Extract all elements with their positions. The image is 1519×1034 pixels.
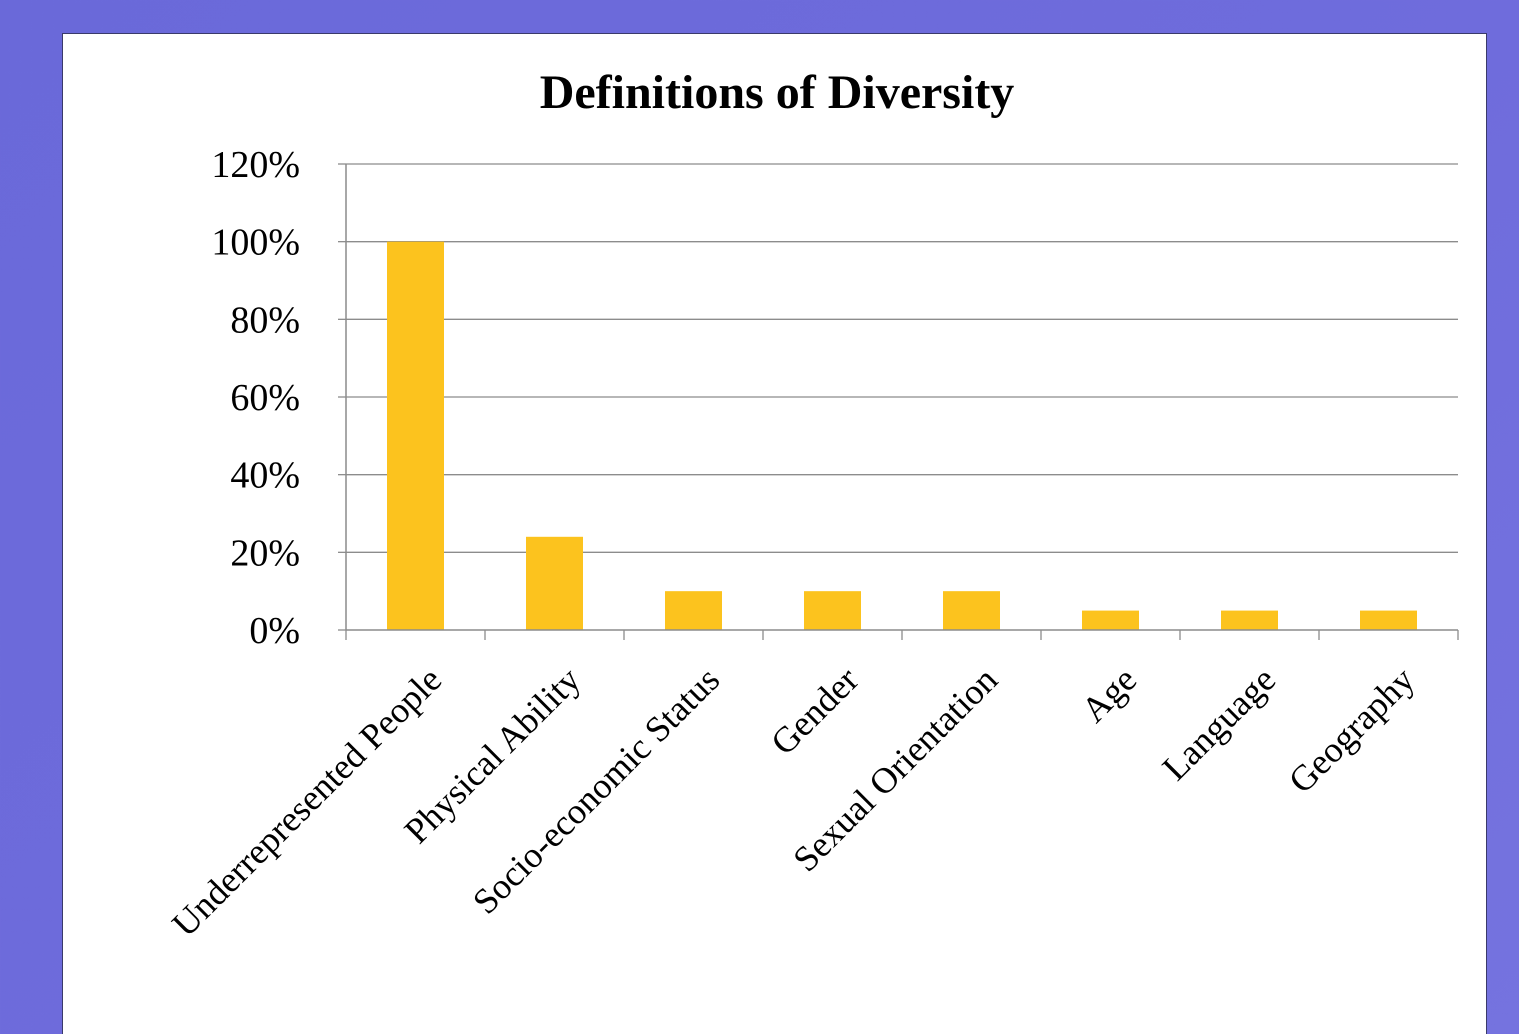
- x-category-label: Gender: [763, 659, 866, 762]
- bar: [804, 591, 861, 630]
- x-category-label: Language: [1155, 659, 1284, 788]
- x-category-label: Geography: [1281, 659, 1422, 800]
- bar: [1360, 610, 1417, 630]
- y-tick-label: 20%: [230, 532, 300, 574]
- chart-title: Definitions of Diversity: [540, 66, 1015, 119]
- bar: [943, 591, 1000, 630]
- y-axis-tick-labels: 0% 20% 40% 60% 80% 100% 120%: [211, 144, 300, 652]
- y-tick-label: 100%: [211, 222, 300, 264]
- bar: [1082, 610, 1139, 630]
- chart-panel: [62, 33, 1487, 1034]
- bar: [387, 241, 444, 630]
- x-axis: [338, 163, 1459, 640]
- bar: [526, 536, 583, 630]
- bar: [665, 591, 722, 630]
- x-category-label: Age: [1073, 659, 1144, 730]
- x-category-label: Underrepresented People: [164, 659, 449, 944]
- y-tick-label: 0%: [249, 610, 300, 652]
- y-tick-label: 60%: [230, 377, 300, 419]
- x-category-label: Socio-economic Status: [465, 659, 727, 921]
- gridlines: [346, 163, 1458, 553]
- bars: [387, 241, 1417, 630]
- y-tick-label: 40%: [230, 455, 300, 497]
- y-tick-label: 120%: [211, 144, 300, 186]
- bar: [1221, 610, 1278, 630]
- y-tick-label: 80%: [230, 299, 300, 341]
